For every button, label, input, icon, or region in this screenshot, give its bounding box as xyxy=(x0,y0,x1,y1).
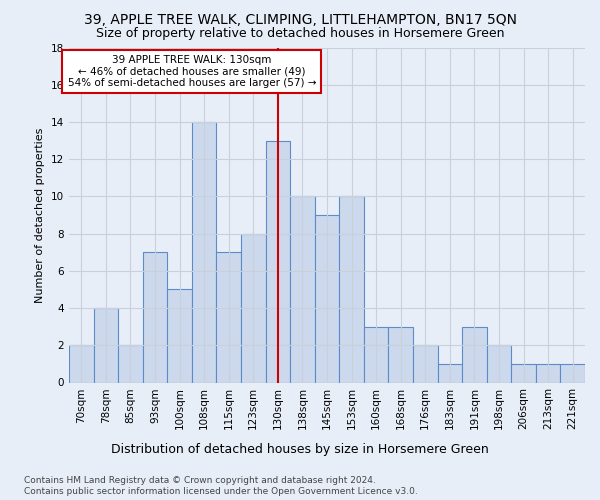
Bar xyxy=(511,364,536,382)
Bar xyxy=(487,346,511,383)
Y-axis label: Number of detached properties: Number of detached properties xyxy=(35,128,46,302)
Bar xyxy=(364,326,388,382)
Text: 39, APPLE TREE WALK, CLIMPING, LITTLEHAMPTON, BN17 5QN: 39, APPLE TREE WALK, CLIMPING, LITTLEHAM… xyxy=(83,12,517,26)
Bar xyxy=(143,252,167,382)
Bar xyxy=(413,346,437,383)
Bar xyxy=(167,290,192,382)
Bar xyxy=(290,196,315,382)
Bar xyxy=(339,196,364,382)
Bar xyxy=(536,364,560,382)
Bar xyxy=(241,234,266,382)
Bar xyxy=(266,140,290,382)
Bar xyxy=(217,252,241,382)
Bar xyxy=(192,122,217,382)
Bar xyxy=(437,364,462,382)
Bar xyxy=(118,346,143,383)
Bar xyxy=(560,364,585,382)
Text: Distribution of detached houses by size in Horsemere Green: Distribution of detached houses by size … xyxy=(111,442,489,456)
Bar xyxy=(69,346,94,383)
Bar xyxy=(462,326,487,382)
Text: Contains public sector information licensed under the Open Government Licence v3: Contains public sector information licen… xyxy=(24,488,418,496)
Bar xyxy=(94,308,118,382)
Bar xyxy=(315,215,339,382)
Text: Size of property relative to detached houses in Horsemere Green: Size of property relative to detached ho… xyxy=(96,28,504,40)
Text: Contains HM Land Registry data © Crown copyright and database right 2024.: Contains HM Land Registry data © Crown c… xyxy=(24,476,376,485)
Text: 39 APPLE TREE WALK: 130sqm
← 46% of detached houses are smaller (49)
54% of semi: 39 APPLE TREE WALK: 130sqm ← 46% of deta… xyxy=(68,55,316,88)
Bar xyxy=(388,326,413,382)
